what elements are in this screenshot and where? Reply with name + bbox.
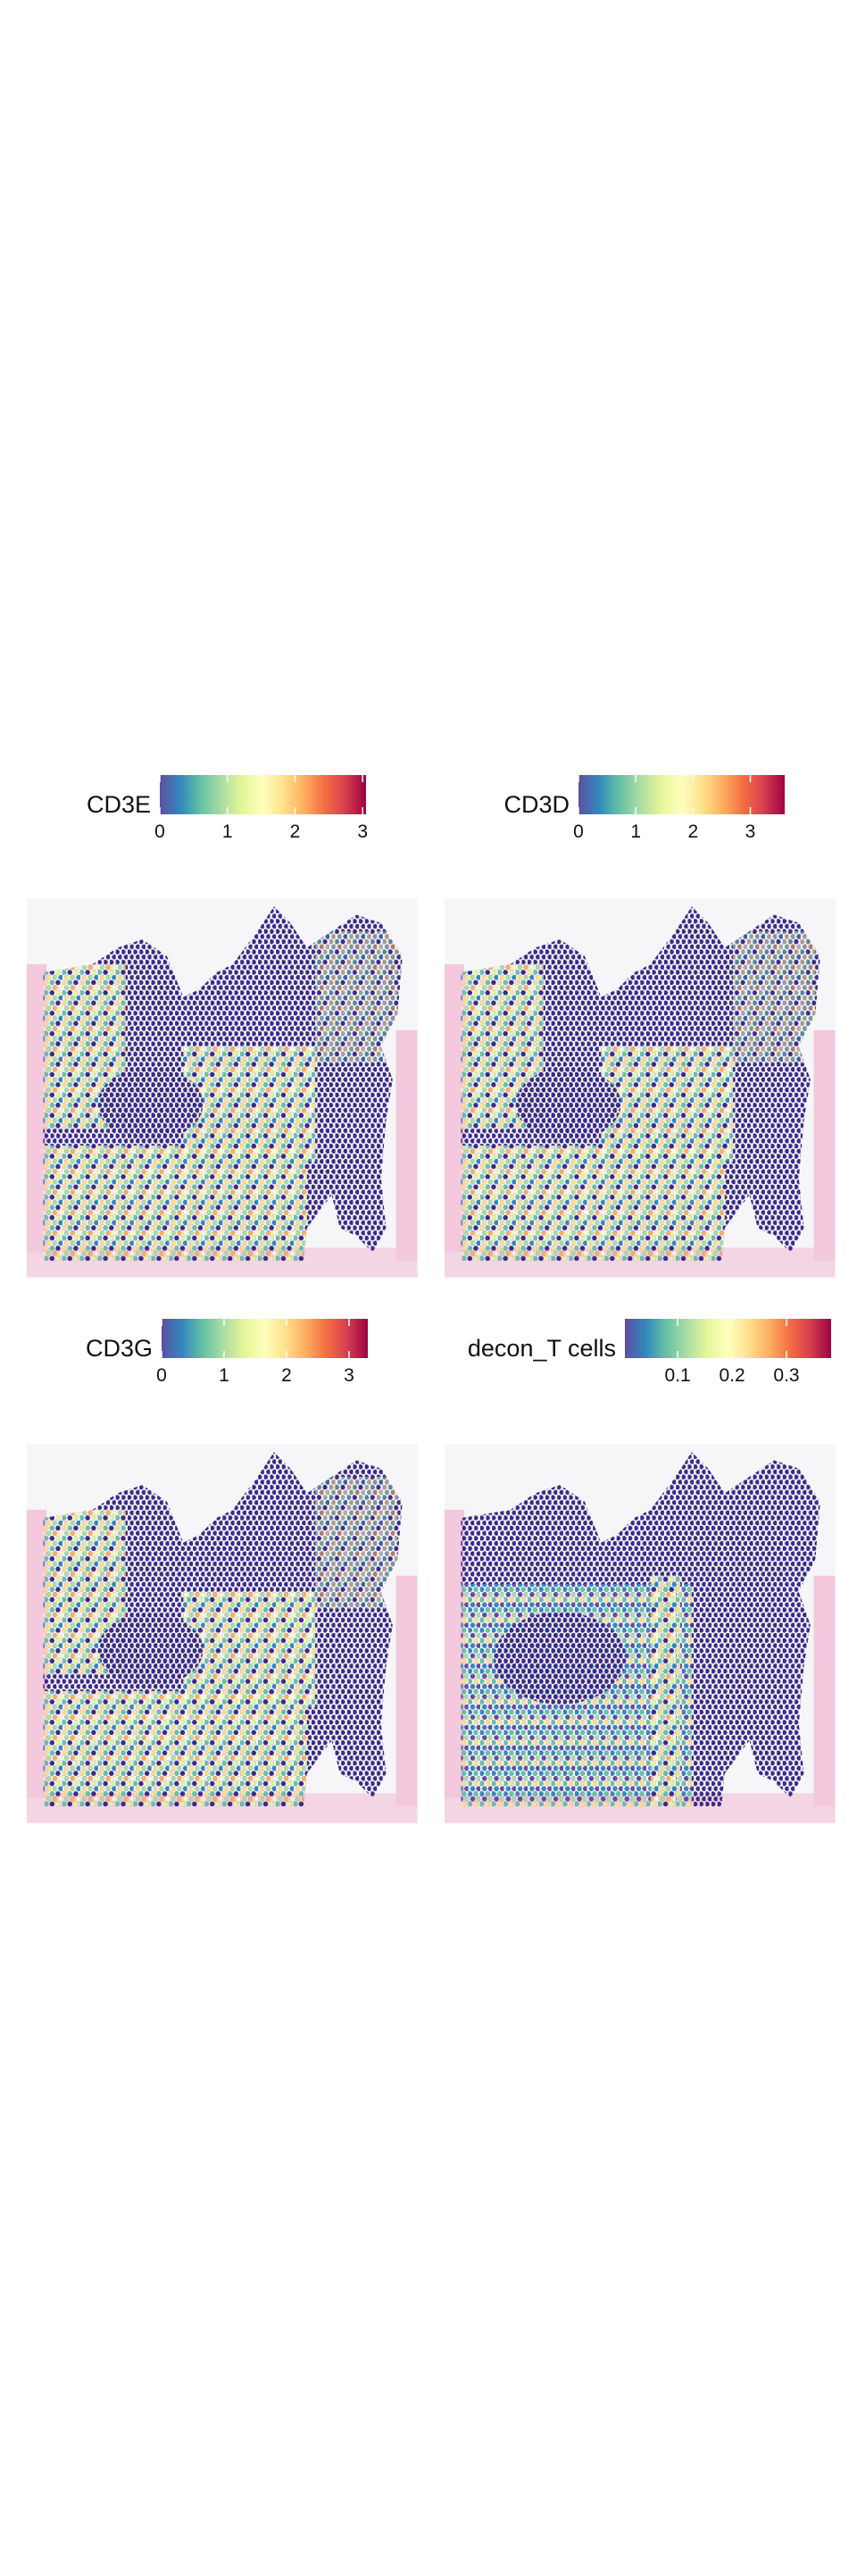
colorbar-tick-label: 0 (154, 821, 165, 842)
spot-region (650, 1575, 680, 1807)
spot-region (183, 1046, 316, 1163)
colorbar-tick-label: 1 (222, 821, 233, 842)
colorbar (625, 1319, 831, 1358)
he-stain (395, 1030, 418, 1262)
tissue-image (445, 1452, 836, 1823)
colorbar (162, 1319, 368, 1358)
he-stain (445, 1509, 465, 1798)
colorbar-tick-label: 2 (281, 1365, 292, 1386)
spot-overlay (461, 1575, 692, 1807)
tissue-image (445, 906, 836, 1278)
spot-overlay (461, 930, 816, 1262)
spot-region (97, 1068, 204, 1141)
he-stain (445, 963, 465, 1253)
chart-panel: decon_T cells 0.1 0.2 0.3 (445, 1319, 836, 1823)
colorbar (578, 775, 785, 814)
colorbar-tick-label: 3 (344, 1365, 354, 1386)
colorbar-tick-label: 0.2 (719, 1365, 745, 1386)
spot-region (461, 1145, 725, 1262)
colorbar-tick-label: 0 (156, 1365, 167, 1386)
colorbar-tick-label: 0.1 (665, 1365, 691, 1386)
colorbar-tick-label: 0 (573, 821, 584, 842)
spot-region (43, 1145, 307, 1262)
tissue-image (27, 1452, 418, 1823)
spot-region (601, 1046, 734, 1163)
he-stain (813, 1575, 836, 1807)
colorbar-tick-label: 2 (687, 821, 698, 842)
colorbar-tick-label: 2 (290, 821, 301, 842)
spot-overlay (43, 1476, 398, 1807)
he-stain (27, 1509, 47, 1798)
spot-region (43, 1690, 307, 1807)
colorbar-tick-label: 3 (745, 821, 756, 842)
colorbar (160, 775, 366, 814)
spot-region (183, 1592, 316, 1708)
spot-region (515, 1068, 621, 1141)
legend-title: CD3D (503, 791, 570, 818)
colorbar-tick-label: 1 (219, 1365, 229, 1386)
legend-title: CD3E (87, 791, 151, 818)
spot-region (315, 930, 398, 1063)
legend-title: decon_T cells (468, 1335, 616, 1362)
colorbar-tick-label: 1 (630, 821, 641, 842)
tissue-image (27, 906, 418, 1278)
colorbar-tick-label: 3 (357, 821, 368, 842)
spot-region (315, 1476, 398, 1609)
legend-title: CD3G (86, 1335, 153, 1362)
spot-region (97, 1613, 204, 1687)
he-stain (27, 963, 47, 1253)
he-stain (813, 1030, 836, 1262)
spot-overlay (43, 930, 398, 1262)
he-stain (395, 1575, 418, 1807)
spot-region (494, 1612, 627, 1705)
colorbar-tick-label: 0.3 (773, 1365, 799, 1386)
